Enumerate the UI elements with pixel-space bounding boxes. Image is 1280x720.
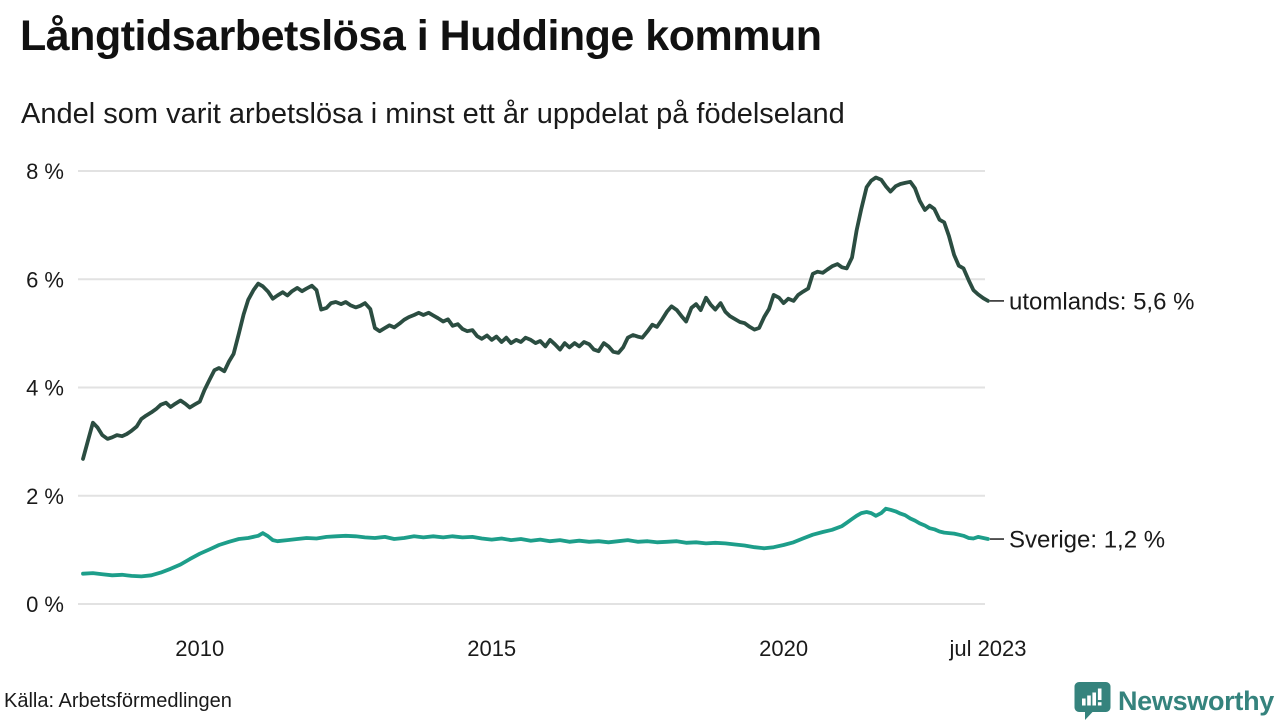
y-axis-tick-label: 2 % xyxy=(26,484,64,509)
chart-subtitle: Andel som varit arbetslösa i minst ett å… xyxy=(21,98,845,130)
series-line-Sverige xyxy=(81,506,990,579)
newsworthy-chart-bubble-icon xyxy=(1074,682,1111,720)
series-line-utomlands xyxy=(81,175,990,461)
series-end-label-Sverige: Sverige: 1,2 % xyxy=(1009,527,1165,554)
x-axis-tick-label: 2015 xyxy=(467,636,516,661)
series-end-label-utomlands: utomlands: 5,6 % xyxy=(1009,288,1194,315)
newsworthy-wordmark: Newsworthy xyxy=(1117,685,1274,716)
y-axis-tick-label: 8 % xyxy=(26,159,64,184)
newsworthy-logo: Newsworthy xyxy=(1074,682,1274,720)
y-axis-tick-label: 6 % xyxy=(26,267,64,292)
page-title: Långtidsarbetslösa i Huddinge kommun xyxy=(20,12,822,60)
y-axis-tick-label: 4 % xyxy=(26,376,64,401)
x-axis-tick-label: 2020 xyxy=(759,636,808,661)
source-note: Källa: Arbetsförmedlingen xyxy=(4,690,232,712)
x-axis-tick-label: 2010 xyxy=(175,636,224,661)
x-axis-tick-label: jul 2023 xyxy=(948,636,1026,661)
y-axis-tick-label: 0 % xyxy=(26,592,64,617)
